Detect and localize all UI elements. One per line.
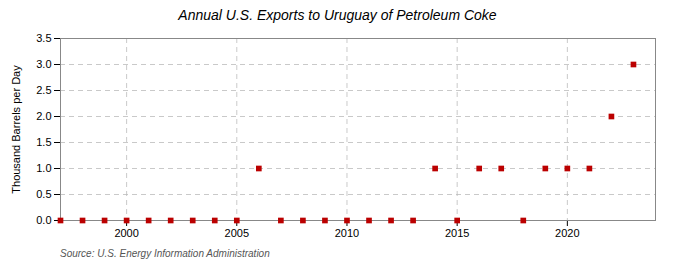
svg-text:2015: 2015 [445,227,469,239]
svg-text:2005: 2005 [225,227,249,239]
svg-text:2010: 2010 [335,227,359,239]
svg-text:0.0: 0.0 [36,214,51,226]
svg-text:2020: 2020 [555,227,579,239]
svg-text:2.5: 2.5 [36,84,51,96]
html-text:Source: U.S. Energy Informatio: Source: U.S. Energy Information Administ… [60,248,270,259]
svg-text:3.5: 3.5 [36,32,51,44]
svg-text:3.0: 3.0 [36,58,51,70]
svg-text:2.0: 2.0 [36,110,51,122]
svg-text:1.5: 1.5 [36,136,51,148]
svg-text:0.5: 0.5 [36,188,51,200]
svg-text:Thousand Barrels per Day: Thousand Barrels per Day [10,65,22,194]
svg-text:2000: 2000 [114,227,138,239]
svg-text:1.0: 1.0 [36,162,51,174]
html-text:Annual U.S. Exports to Uruguay: Annual U.S. Exports to Uruguay of Petrol… [178,7,497,23]
